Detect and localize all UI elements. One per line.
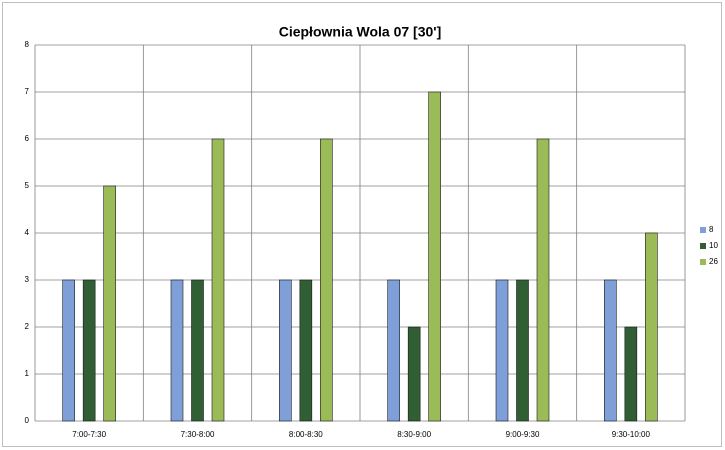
legend-swatch (700, 227, 706, 233)
y-tick-label: 1 (25, 369, 30, 378)
bar (604, 279, 617, 422)
bar (62, 279, 75, 422)
y-tick-label: 4 (25, 228, 30, 237)
y-tick-label: 6 (25, 134, 30, 143)
bar (536, 138, 550, 422)
bar (299, 279, 313, 422)
legend-swatch (700, 259, 706, 265)
bar (495, 279, 509, 422)
bar (428, 91, 441, 422)
y-tick-label: 3 (25, 275, 30, 284)
legend-label: 26 (709, 257, 718, 266)
legend-label: 8 (709, 225, 714, 234)
y-tick-label: 7 (25, 87, 30, 96)
y-tick-label: 2 (25, 322, 30, 331)
bar (170, 279, 184, 422)
bar (320, 138, 333, 422)
bar (82, 279, 96, 422)
bar (211, 138, 225, 422)
x-tick-label: 9:00-9:30 (506, 430, 540, 439)
x-tick-label: 7:00-7:30 (72, 430, 106, 439)
x-tick-label: 8:00-8:30 (289, 430, 323, 439)
y-tick-label: 0 (25, 416, 30, 425)
bar (624, 326, 638, 422)
bar (516, 279, 529, 422)
bar (279, 279, 292, 422)
legend-label: 10 (709, 241, 718, 250)
x-tick-label: 7:30-8:00 (181, 430, 215, 439)
bar (645, 232, 658, 422)
chart-title: Ciepłownia Wola 07 [30'] (279, 24, 442, 40)
legend-swatch (700, 243, 706, 249)
x-tick-label: 9:30-10:00 (612, 430, 651, 439)
y-tick-label: 5 (25, 181, 30, 190)
bar (191, 279, 204, 422)
bar (387, 279, 400, 422)
bar (103, 185, 116, 422)
y-tick-label: 8 (25, 40, 30, 49)
x-tick-label: 8:30-9:00 (397, 430, 431, 439)
bar (407, 326, 421, 422)
